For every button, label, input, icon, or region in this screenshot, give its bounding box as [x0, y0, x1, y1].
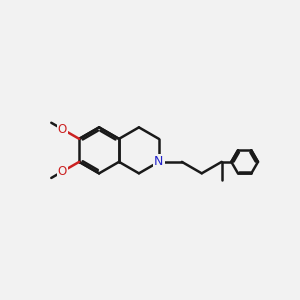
- Text: N: N: [154, 155, 164, 168]
- Text: O: O: [58, 123, 67, 136]
- Text: O: O: [58, 165, 67, 178]
